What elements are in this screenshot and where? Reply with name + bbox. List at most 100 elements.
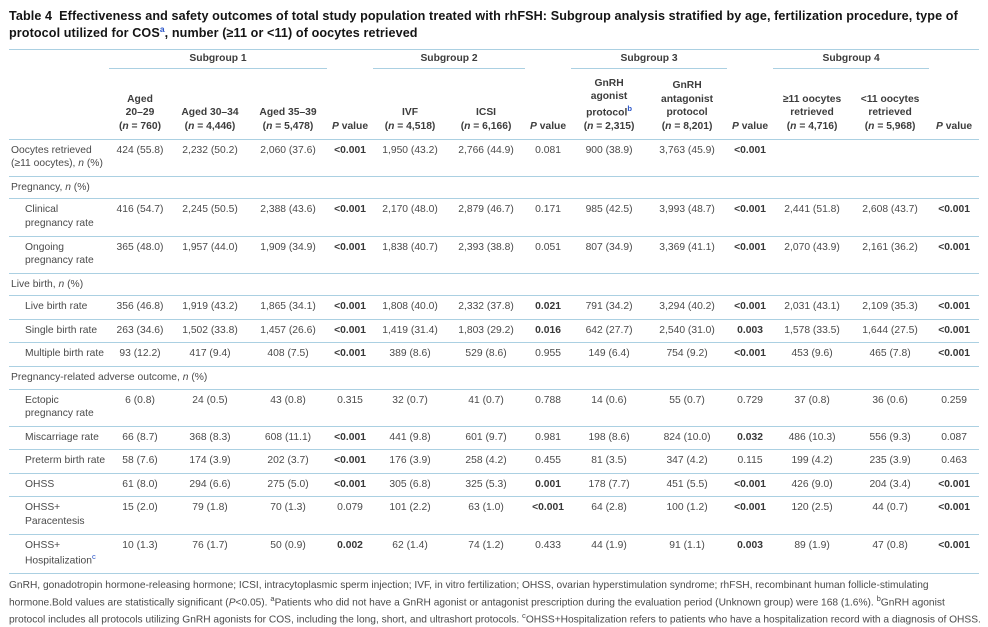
column-header: <11 oocytes retrieved (n = 5,968)	[851, 68, 930, 140]
group-spacer	[929, 49, 979, 68]
data-cell: 24 (0.5)	[171, 389, 249, 427]
n-count: (n = 5,968)	[864, 121, 916, 133]
p-value-cell: <0.001	[727, 473, 774, 498]
group-header: Subgroup 4	[773, 49, 930, 69]
p-value-cell: <0.001	[727, 342, 774, 367]
data-cell: 36 (0.6)	[851, 389, 930, 427]
p-value-cell: <0.001	[727, 496, 774, 535]
p-value-cell: <0.001	[327, 295, 374, 320]
column-header: ≥11 oocytes retrieved (n = 4,716)	[773, 68, 852, 140]
data-cell: 417 (9.4)	[171, 342, 249, 367]
data-cell: 1,502 (33.8)	[171, 319, 249, 344]
p-value-cell: <0.001	[327, 449, 374, 474]
data-cell: 174 (3.9)	[171, 449, 249, 474]
data-cell	[851, 139, 930, 177]
n-count: (n = 4,446)	[184, 121, 236, 133]
data-cell: 2,031 (43.1)	[773, 295, 852, 320]
column-label: Aged 20–29	[125, 93, 155, 119]
column-label: GnRH antagonist protocol	[661, 80, 714, 119]
data-cell: 1,838 (40.7)	[373, 236, 448, 274]
data-cell: 465 (7.8)	[851, 342, 930, 367]
column-header: GnRH antagonist protocol (n = 8,201)	[647, 68, 728, 140]
data-cell: 63 (1.0)	[447, 496, 526, 535]
data-cell: 64 (2.8)	[571, 496, 648, 535]
column-header: Aged 20–29 (n = 760)	[109, 68, 171, 140]
data-cell: 451 (5.5)	[647, 473, 728, 498]
row-label: Miscarriage rate	[9, 426, 109, 451]
table-row: Preterm birth rate 58 (7.6) 174 (3.9) 202 (…	[9, 449, 980, 474]
p-value-cell: 0.433	[525, 534, 572, 575]
data-cell: 2,070 (43.9)	[773, 236, 852, 274]
column-header-row: Aged 20–29 (n = 760) Aged 30–34 (n = 4,446)…	[9, 68, 980, 140]
data-cell: 807 (34.9)	[571, 236, 648, 274]
p-value-cell: 0.081	[525, 139, 572, 177]
data-cell: 389 (8.6)	[373, 342, 448, 367]
group-spacer	[327, 49, 373, 68]
p-value-cell: <0.001	[727, 139, 774, 177]
p-value-header: P value	[525, 68, 572, 140]
data-cell: 601 (9.7)	[447, 426, 526, 451]
data-cell: 486 (10.3)	[773, 426, 852, 451]
p-value-cell: 0.051	[525, 236, 572, 274]
data-cell: 368 (8.3)	[171, 426, 249, 451]
p-value-cell: <0.001	[929, 496, 980, 535]
data-cell: 235 (3.9)	[851, 449, 930, 474]
corner-cell	[9, 49, 109, 68]
data-cell: 101 (2.2)	[373, 496, 448, 535]
data-cell: 1,919 (43.2)	[171, 295, 249, 320]
data-cell: 32 (0.7)	[373, 389, 448, 427]
section-row: Live birth, n (%)	[9, 273, 980, 297]
data-cell: 100 (1.2)	[647, 496, 728, 535]
row-label: Single birth rate	[9, 319, 109, 344]
section-label: Pregnancy, n (%)	[9, 176, 980, 200]
n-count: (n = 5,478)	[262, 121, 314, 133]
p-value-cell: <0.001	[525, 496, 572, 535]
data-cell	[773, 139, 852, 177]
data-cell: 3,763 (45.9)	[647, 139, 728, 177]
column-header: ICSI (n = 6,166)	[447, 68, 526, 140]
table-row: Ectopic pregnancy rate 6 (0.8) 24 (0.5) 43 …	[9, 389, 980, 427]
p-value-cell: 0.955	[525, 342, 572, 367]
data-cell: 93 (12.2)	[109, 342, 171, 367]
data-cell: 529 (8.6)	[447, 342, 526, 367]
section-row: Pregnancy-related adverse outcome, n (%)	[9, 366, 980, 390]
p-value-cell: <0.001	[727, 198, 774, 237]
table-row: Ongoing pregnancy rate 365 (48.0) 1,957 (4…	[9, 236, 980, 274]
data-cell: 305 (6.8)	[373, 473, 448, 498]
p-value-cell: 0.315	[327, 389, 374, 427]
p-value-cell: <0.001	[929, 236, 980, 274]
data-cell: 2,245 (50.5)	[171, 198, 249, 237]
row-label: Live birth rate	[9, 295, 109, 320]
p-value-cell: <0.001	[327, 236, 374, 274]
data-cell: 2,441 (51.8)	[773, 198, 852, 237]
p-value-cell: <0.001	[929, 319, 980, 344]
data-cell: 3,294 (40.2)	[647, 295, 728, 320]
n-count: (n = 2,315)	[583, 121, 635, 133]
p-value-cell: 0.171	[525, 198, 572, 237]
table-number: Table 4	[9, 9, 53, 23]
p-value-cell: 0.455	[525, 449, 572, 474]
data-cell: 2,109 (35.3)	[851, 295, 930, 320]
group-header: Subgroup 3	[571, 49, 728, 69]
p-value-cell: 0.729	[727, 389, 774, 427]
p-value-cell: 0.003	[727, 319, 774, 344]
data-cell: 176 (3.9)	[373, 449, 448, 474]
p-value-cell: 0.788	[525, 389, 572, 427]
table-row: OHSS 61 (8.0) 294 (6.6) 275 (5.0) <0.001 305 …	[9, 473, 980, 498]
data-cell: 294 (6.6)	[171, 473, 249, 498]
column-label: ≥11 oocytes retrieved	[782, 93, 842, 119]
group-header: Subgroup 1	[109, 49, 328, 69]
row-label: Ectopic pregnancy rate	[9, 389, 109, 427]
data-cell: 1,909 (34.9)	[249, 236, 328, 274]
n-count: (n = 4,716)	[786, 121, 838, 133]
table-row: Live birth rate 356 (46.8) 1,919 (43.2) 1,8…	[9, 295, 980, 320]
data-cell: 2,161 (36.2)	[851, 236, 930, 274]
data-cell: 61 (8.0)	[109, 473, 171, 498]
table-row: Oocytes retrieved (≥11 oocytes), n (%) 42…	[9, 139, 980, 177]
footnote-marker: a	[270, 593, 275, 603]
data-cell: 356 (46.8)	[109, 295, 171, 320]
n-count: (n = 760)	[118, 121, 162, 133]
column-label: GnRH agonist protocolb	[586, 77, 632, 119]
p-value-cell: <0.001	[929, 295, 980, 320]
data-cell: 198 (8.6)	[571, 426, 648, 451]
